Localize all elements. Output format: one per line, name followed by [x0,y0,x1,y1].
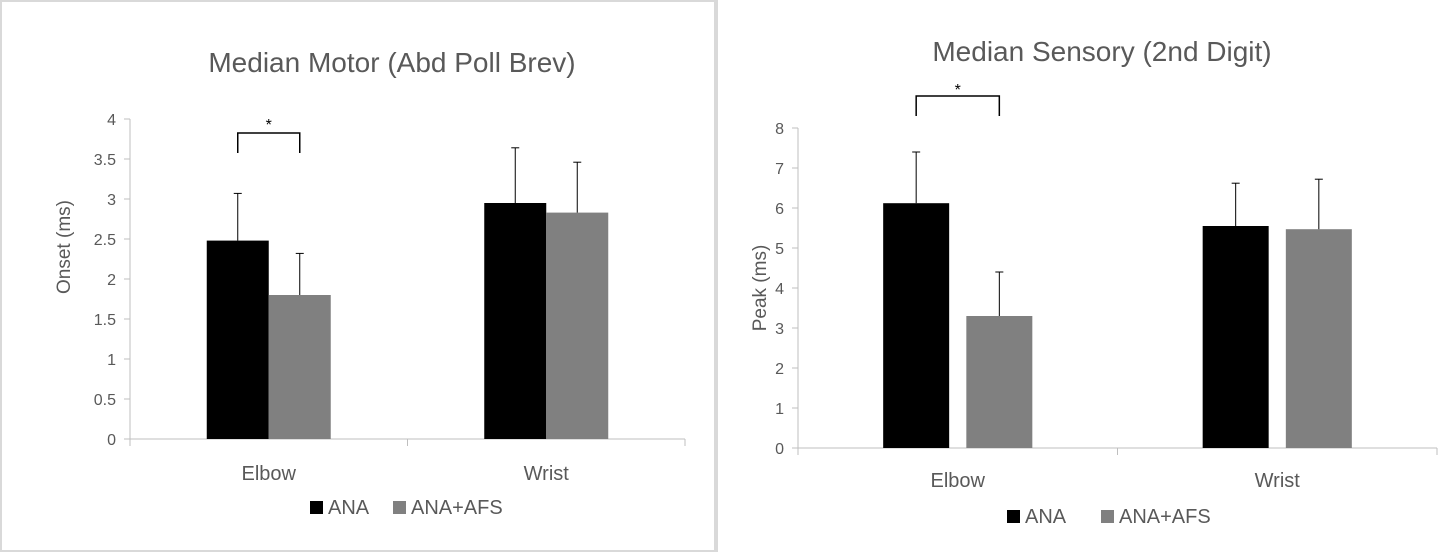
legend-label: ANA [328,497,370,519]
significance-star: * [266,117,272,134]
bar-ana-elbow [883,203,950,448]
y-tick-label: 2 [107,272,116,289]
significance-star: * [955,82,961,99]
x-category-label: Wrist [524,463,570,485]
significance-bracket [915,95,1001,116]
y-tick-label: 3 [107,192,116,209]
x-category-label: Wrist [1255,470,1301,492]
chart-sensory: Median Sensory (2nd Digit) Peak (ms) 0 1 2 3 4… [750,36,1438,528]
bar-ana-afs-elbow [966,316,1033,448]
y-tick-label: 4 [775,281,784,298]
y-tick-label: 5 [775,241,784,258]
y-tick-label: 3.5 [94,152,116,169]
y-tick-label: 6 [775,201,784,218]
legend-swatch [310,501,323,514]
y-tick-label: 0 [107,432,116,449]
y-tick-label: 7 [775,161,784,178]
chart-panel-motor: Median Motor (Abd Poll Brev) Onset (ms) 0 0… [0,0,716,552]
y-tick-label: 3 [775,321,784,338]
x-category-label: Elbow [931,470,986,492]
y-tick-label: 8 [775,121,784,138]
y-tick-label: 1.5 [94,312,116,329]
y-tick-label: 0 [775,441,784,458]
legend-swatch [1007,510,1020,523]
bar-ana-elbow [206,240,269,439]
x-category-label: Elbow [242,463,297,485]
chart-motor: Median Motor (Abd Poll Brev) Onset (ms) 0 0… [54,47,686,519]
bar-ana-afs-wrist [546,212,609,439]
legend-swatch [1101,510,1114,523]
y-tick-label: 1 [107,352,116,369]
legend-label: ANA [1025,506,1067,528]
y-axis-label: Peak (ms) [750,245,771,332]
legend-swatch [393,501,406,514]
bar-ana-wrist [1202,226,1269,448]
bar-ana-afs-wrist [1285,229,1352,448]
chart-panel-sensory: Median Sensory (2nd Digit) Peak (ms) 0 1 2 3 4… [716,0,1448,552]
bar-ana-afs-elbow [268,295,331,439]
y-tick-label: 2 [775,361,784,378]
bar-ana-wrist [484,203,547,439]
y-tick-label: 2.5 [94,232,116,249]
significance-bracket [237,132,301,153]
y-tick-label: 1 [775,401,784,418]
y-tick-label: 4 [107,112,116,129]
chart-title: Median Sensory (2nd Digit) [932,36,1271,67]
chart-title: Median Motor (Abd Poll Brev) [208,47,575,78]
y-axis-label: Onset (ms) [54,200,75,294]
legend-label: ANA+AFS [1119,506,1211,528]
y-tick-label: 0.5 [94,392,116,409]
legend-label: ANA+AFS [411,497,503,519]
